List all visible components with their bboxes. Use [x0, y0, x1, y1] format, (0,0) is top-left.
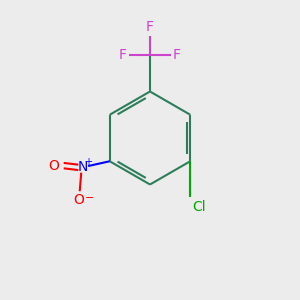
Text: O: O: [73, 193, 84, 207]
Text: O: O: [48, 159, 59, 173]
Text: F: F: [173, 49, 181, 62]
Text: +: +: [84, 157, 92, 167]
Text: −: −: [85, 193, 94, 203]
Text: F: F: [119, 49, 127, 62]
Text: F: F: [146, 20, 154, 34]
Text: N: N: [77, 160, 88, 174]
Text: Cl: Cl: [192, 200, 206, 214]
